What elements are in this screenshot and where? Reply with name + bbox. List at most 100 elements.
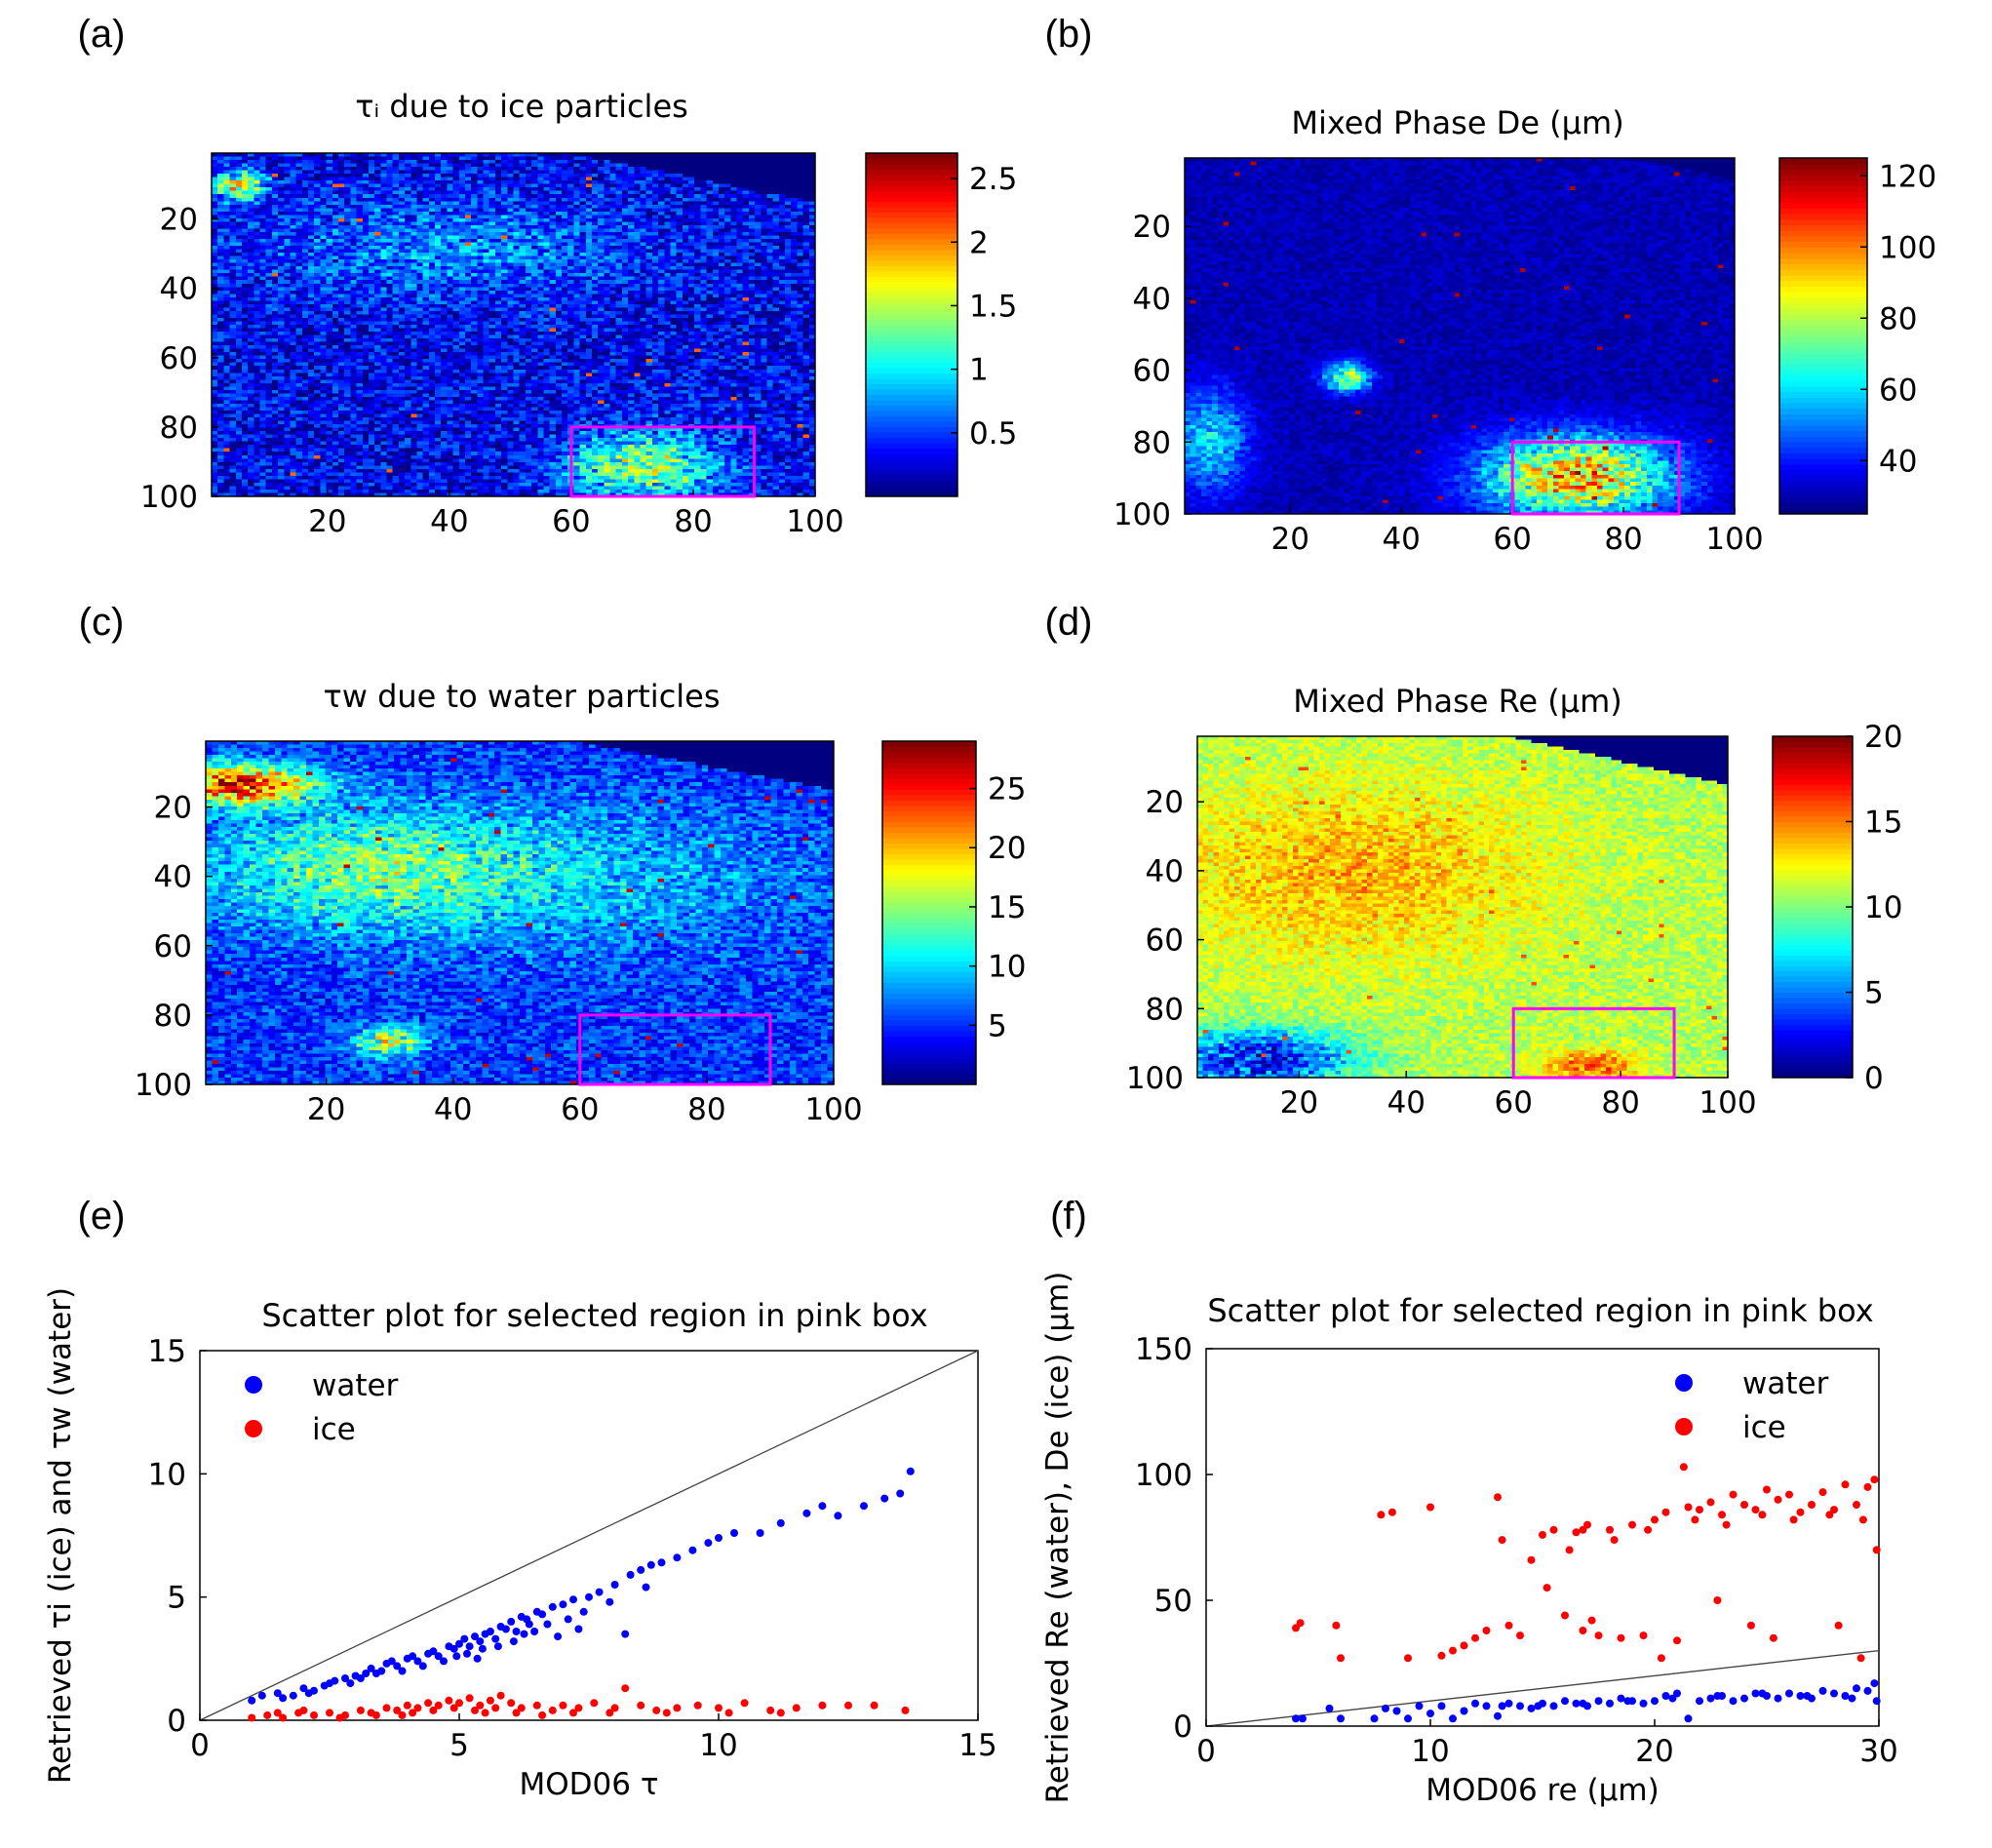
heatmap-cell [730, 249, 738, 254]
heatmap-cell [344, 287, 351, 292]
heatmap-cell [265, 242, 273, 247]
heatmap-cell [651, 231, 659, 237]
heatmap-cell [374, 231, 381, 237]
heatmap-cell [755, 183, 762, 188]
heatmap-cell [694, 231, 701, 237]
heatmap-cell [519, 153, 527, 158]
heatmap-cell [471, 294, 478, 298]
heatmap-cell [507, 294, 515, 298]
heatmap-cell [682, 280, 689, 285]
heatmap-cell [808, 283, 816, 288]
heatmap-cell [422, 235, 430, 240]
heatmap-cell [248, 180, 254, 185]
heatmap-cell [755, 239, 762, 244]
heatmap-cell [265, 273, 273, 278]
heatmap-cell [634, 160, 642, 165]
heatmap-cell [531, 256, 538, 260]
heatmap-cell [410, 177, 418, 181]
heatmap-cell [301, 177, 309, 181]
heatmap-cell [235, 253, 243, 257]
heatmap-cell [694, 221, 701, 226]
heatmap-cell [471, 303, 478, 308]
heatmap-cell [259, 276, 267, 281]
heatmap-cell [537, 287, 545, 292]
heatmap-cell [531, 160, 538, 165]
heatmap-cell [507, 259, 515, 264]
heatmap-cell [350, 201, 358, 206]
heatmap-cell [766, 317, 774, 323]
heatmap-cell [350, 296, 358, 301]
heatmap-cell [615, 187, 623, 192]
heatmap-cell [797, 266, 804, 271]
heatmap-cell [748, 163, 756, 168]
heatmap-cell [259, 235, 267, 240]
heatmap-cell [549, 259, 557, 264]
heatmap-cell [326, 300, 333, 305]
heatmap-cell [598, 235, 605, 240]
heatmap-cell [441, 197, 449, 202]
heatmap-cell [488, 224, 496, 230]
heatmap-cell [573, 211, 581, 216]
heatmap-cell [265, 300, 273, 305]
heatmap-cell [778, 269, 786, 274]
heatmap-cell [585, 242, 593, 247]
heatmap-cell [362, 266, 370, 271]
heatmap-cell [314, 262, 322, 267]
heatmap-cell [301, 310, 309, 316]
heatmap-cell [386, 201, 394, 206]
heatmap-cell [217, 307, 224, 312]
heatmap-cell [464, 228, 472, 233]
heatmap-cell [567, 224, 574, 230]
heatmap-cell [670, 321, 678, 326]
heatmap-cell [507, 211, 515, 216]
heatmap-cell [706, 190, 714, 195]
heatmap-cell [435, 208, 442, 213]
heatmap-cell [748, 208, 756, 213]
heatmap-cell [337, 266, 345, 271]
heatmap-cell [494, 242, 502, 247]
heatmap-cell [488, 163, 496, 168]
heatmap-cell [229, 249, 237, 254]
heatmap-cell [772, 215, 780, 219]
heatmap-cell [676, 287, 684, 292]
heatmap-cell [742, 269, 750, 274]
heatmap-cell [308, 211, 315, 216]
heatmap-cell [422, 163, 430, 168]
heatmap-cell [609, 269, 617, 274]
heatmap-cell [567, 307, 574, 312]
heatmap-cell [567, 276, 574, 281]
heatmap-cell [718, 167, 725, 172]
heatmap-cell [337, 262, 345, 267]
heatmap-cell [428, 280, 436, 285]
heatmap-cell [664, 253, 672, 257]
heatmap-cell [700, 290, 708, 295]
heatmap-cell [501, 201, 508, 206]
heatmap-cell [519, 239, 527, 244]
heatmap-cell [368, 259, 375, 264]
heatmap-cell [212, 190, 218, 195]
heatmap-cell [259, 177, 267, 181]
heatmap-cell [398, 239, 406, 244]
heatmap-cell [562, 262, 568, 267]
heatmap-cell [308, 321, 315, 326]
heatmap-cell [326, 215, 333, 219]
heatmap-cell [651, 174, 659, 178]
heatmap-cell [525, 303, 532, 308]
heatmap-cell [579, 208, 587, 213]
heatmap-cell [808, 217, 816, 222]
heatmap-cell [730, 183, 738, 188]
heatmap-cell [724, 187, 731, 192]
heatmap-cell [350, 190, 358, 195]
heatmap-cell [380, 310, 388, 316]
heatmap-cell [791, 273, 799, 278]
heatmap-cell [604, 310, 611, 316]
heatmap-cell [308, 235, 315, 240]
heatmap-cell [344, 280, 351, 285]
heatmap-cell [573, 321, 581, 326]
heatmap-cell [235, 239, 243, 244]
heatmap-cell [350, 180, 358, 185]
heatmap-cell [634, 259, 642, 264]
heatmap-cell [380, 262, 388, 267]
heatmap-cell [386, 177, 394, 181]
heatmap-cell [621, 290, 629, 295]
